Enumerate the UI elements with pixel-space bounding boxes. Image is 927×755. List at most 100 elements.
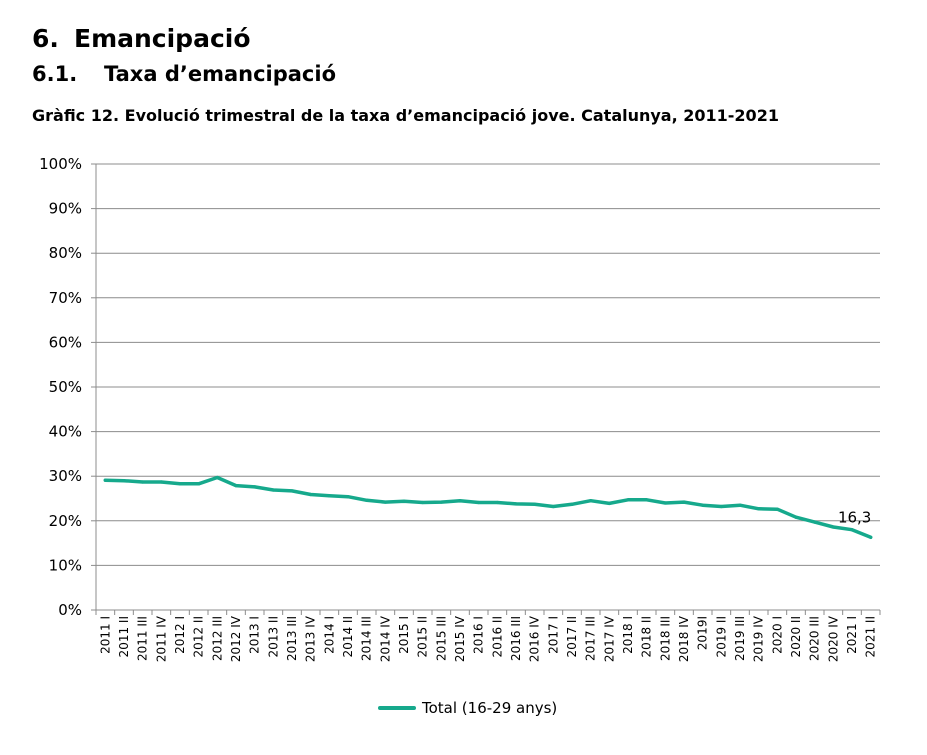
data-point <box>159 480 163 484</box>
x-tick-label: 2012 III <box>210 616 224 661</box>
data-point <box>253 485 257 489</box>
data-point <box>439 500 443 504</box>
data-point <box>402 499 406 503</box>
x-tick-label: 2011 IV <box>154 615 168 662</box>
data-point <box>533 502 537 506</box>
x-tick-label: 2018 II <box>640 616 654 657</box>
x-tick-label: 2018 I <box>621 616 635 654</box>
x-tick-label: 2017 IV <box>602 615 616 662</box>
data-point <box>607 501 611 506</box>
data-point <box>794 515 798 519</box>
data-point <box>365 498 369 502</box>
data-label-last: 16,3 <box>838 508 871 526</box>
x-tick-label: 2016 III <box>509 616 523 661</box>
data-point <box>682 500 686 504</box>
x-tick-label: 2014 III <box>360 616 374 661</box>
data-point <box>495 500 499 505</box>
x-tick-label: 2011 I <box>98 616 112 654</box>
data-point <box>215 475 219 480</box>
data-point <box>738 503 742 507</box>
x-tick-label: 2020 II <box>789 616 803 657</box>
data-point <box>327 494 331 498</box>
x-tick-label: 2018 IV <box>677 615 691 662</box>
data-point <box>197 482 201 486</box>
series-line-total <box>103 475 873 540</box>
x-tick-label: 2014 II <box>341 616 355 657</box>
x-tick-label: 2012 I <box>173 616 187 654</box>
subsection-number: 6.1. <box>32 62 78 86</box>
y-tick-label: 70% <box>49 289 82 307</box>
data-point <box>663 501 667 505</box>
x-tick-label: 2021 II <box>864 616 878 657</box>
data-point <box>103 478 107 482</box>
x-tick-label: 2013 IV <box>304 615 318 662</box>
section-number: 6. <box>32 24 59 53</box>
x-tick-label: 2014 IV <box>378 615 392 662</box>
data-point <box>813 520 817 524</box>
data-point <box>234 483 238 488</box>
x-tick-label: 2013 III <box>285 616 299 661</box>
subsection-heading: 6.1. Taxa d’emancipació <box>32 62 336 86</box>
data-point <box>383 500 387 504</box>
x-tick-label: 2016 IV <box>528 615 542 662</box>
x-tick-label: 2017 III <box>584 616 598 661</box>
legend-label: Total (16-29 anys) <box>422 699 558 717</box>
y-tick-label: 60% <box>49 333 82 351</box>
x-tick-label: 2020 IV <box>826 615 840 662</box>
x-tick-label: 2012 II <box>192 616 206 657</box>
data-point <box>477 500 481 505</box>
data-point <box>458 499 462 503</box>
data-point <box>309 492 313 497</box>
data-point <box>271 488 275 492</box>
x-tick-label: 2015 II <box>416 616 430 657</box>
data-point <box>589 499 593 503</box>
x-tick-label: 2015 IV <box>453 615 467 662</box>
x-tick-label: 2016 I <box>472 616 486 654</box>
data-point <box>551 504 555 509</box>
data-point <box>719 504 723 509</box>
x-tick-label: 2016 II <box>490 616 504 657</box>
x-tick-label: 2011 II <box>117 616 131 657</box>
x-tick-label: 2014 I <box>322 616 336 654</box>
y-tick-label: 30% <box>49 467 82 485</box>
x-tick-label: 2017 II <box>565 616 579 657</box>
x-tick-label: 2019 II <box>714 616 728 657</box>
y-tick-label: 0% <box>58 601 82 619</box>
x-tick-label: 2018 III <box>658 616 672 661</box>
section-title: Emancipació <box>74 24 251 53</box>
data-point <box>514 502 518 506</box>
x-tick-label: 2011 III <box>136 616 150 661</box>
x-tick-label: 2013 II <box>266 616 280 657</box>
data-point <box>757 507 761 511</box>
legend-swatch <box>378 706 416 710</box>
y-tick-label: 40% <box>49 423 82 441</box>
data-point <box>645 498 649 502</box>
x-tick-label: 2021 I <box>845 616 859 654</box>
x-tick-label: 2019I <box>696 616 710 650</box>
data-point <box>141 480 145 484</box>
x-tick-label: 2015 III <box>434 616 448 661</box>
y-tick-label: 90% <box>49 200 82 218</box>
data-point <box>178 482 182 486</box>
data-point <box>775 507 779 511</box>
x-tick-label: 2015 I <box>397 616 411 654</box>
line-chart: 0% 10% 20% 30% 40% 50% 60% 70% 80% 90% 100% 2011 I 2… <box>39 155 881 662</box>
chart-caption: Gràfic 12. Evolució trimestral de la tax… <box>32 106 779 125</box>
y-tick-label: 80% <box>49 244 82 262</box>
data-point <box>626 498 630 502</box>
data-point <box>850 528 854 532</box>
x-tick-label: 2017 I <box>546 616 560 654</box>
data-point <box>831 525 835 529</box>
y-tick-label: 50% <box>49 378 82 396</box>
data-point <box>346 495 350 499</box>
data-point <box>290 489 294 493</box>
data-point <box>570 502 574 506</box>
subsection-title: Taxa d’emancipació <box>104 62 336 86</box>
section-heading: 6. Emancipació <box>32 24 251 53</box>
data-point <box>122 479 126 483</box>
y-tick-label: 10% <box>49 556 82 574</box>
chart-legend: Total (16-29 anys) <box>378 699 557 717</box>
data-point <box>421 500 425 505</box>
y-tick-label: 100% <box>39 155 82 173</box>
x-tick-label: 2020 I <box>770 616 784 654</box>
